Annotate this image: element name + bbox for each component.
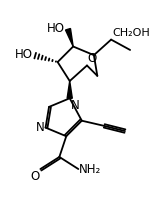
Text: HO: HO xyxy=(46,22,64,35)
Text: O: O xyxy=(30,170,40,183)
Text: CH₂OH: CH₂OH xyxy=(112,28,150,38)
Text: HO: HO xyxy=(15,48,33,61)
Polygon shape xyxy=(66,29,73,47)
Polygon shape xyxy=(67,81,72,98)
Text: N: N xyxy=(35,121,44,134)
Text: NH₂: NH₂ xyxy=(79,163,102,176)
Text: N: N xyxy=(71,99,79,112)
Text: O: O xyxy=(88,52,97,65)
